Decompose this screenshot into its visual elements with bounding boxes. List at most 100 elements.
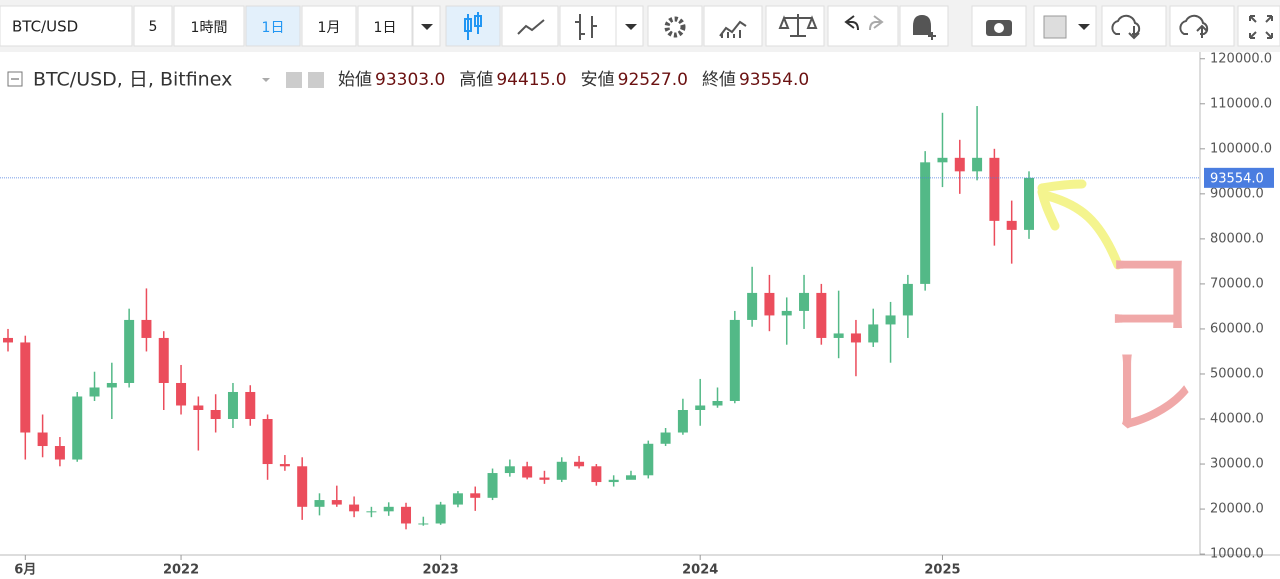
alert-icon bbox=[913, 14, 936, 40]
candle-body bbox=[625, 475, 636, 480]
candle-body bbox=[89, 387, 100, 397]
candle-body bbox=[591, 466, 602, 483]
candle-body bbox=[902, 283, 913, 316]
candle-body bbox=[816, 292, 827, 338]
candle-body bbox=[764, 292, 775, 316]
symbol: BTC/USD bbox=[12, 18, 78, 36]
annotation: コレ bbox=[1082, 240, 1199, 440]
x-tick-label: 2025 bbox=[924, 563, 960, 578]
button[interactable] bbox=[301, 5, 357, 47]
candle-body bbox=[141, 319, 152, 338]
legend-label: 高値 bbox=[459, 70, 493, 90]
y-tick-label: 40000.0 bbox=[1210, 412, 1264, 427]
candle-body bbox=[781, 310, 792, 316]
legend-label: 終値 bbox=[702, 70, 736, 90]
button[interactable] bbox=[501, 5, 559, 47]
button-label: 1日 bbox=[262, 20, 285, 36]
candle-body bbox=[124, 319, 135, 383]
legend-label: 始値 bbox=[338, 70, 372, 90]
candle-body bbox=[989, 157, 1000, 221]
candle-body bbox=[972, 157, 983, 172]
candle-body bbox=[504, 466, 515, 474]
candle-body bbox=[712, 400, 723, 406]
last-price-box bbox=[1204, 167, 1274, 188]
button[interactable] bbox=[133, 5, 173, 47]
candle-body bbox=[193, 405, 204, 410]
candle-body bbox=[401, 506, 412, 524]
arrow-annotation bbox=[1037, 179, 1123, 270]
candle-body bbox=[37, 432, 48, 447]
candle-body bbox=[833, 333, 844, 338]
caret bbox=[1078, 24, 1090, 30]
indicator-icon bbox=[719, 20, 747, 38]
y-tick-label: 30000.0 bbox=[1210, 457, 1264, 472]
legend-items: 始値 93303.0 高値 94415.0 安値 92527.0 終値 93554.0 bbox=[338, 70, 809, 90]
x-tick-label: 2022 bbox=[163, 563, 199, 578]
candle-body bbox=[245, 391, 256, 420]
symbol-box[interactable] bbox=[0, 5, 133, 47]
candle-icon bbox=[464, 18, 472, 32]
redo-icon bbox=[869, 15, 884, 31]
button[interactable] bbox=[173, 5, 245, 47]
color-icon bbox=[1043, 15, 1067, 39]
candle-body bbox=[850, 333, 861, 343]
y-tick-label: 70000.0 bbox=[1210, 276, 1264, 291]
y-tick-label: 100000.0 bbox=[1210, 141, 1272, 156]
candle-body bbox=[522, 466, 533, 478]
y-tick-label: 50000.0 bbox=[1210, 366, 1264, 381]
button[interactable] bbox=[357, 5, 413, 47]
candle-body bbox=[349, 504, 360, 512]
candle-body bbox=[452, 493, 463, 505]
upload-icon bbox=[1179, 14, 1209, 38]
gear-icon bbox=[664, 16, 686, 38]
caret bbox=[625, 24, 637, 30]
candle-body bbox=[383, 506, 394, 512]
candle-icon bbox=[474, 15, 482, 27]
x-tick-label: 2024 bbox=[682, 563, 718, 578]
candle-body bbox=[158, 337, 169, 383]
button[interactable] bbox=[1237, 5, 1280, 47]
button[interactable] bbox=[559, 5, 617, 47]
candle-body bbox=[176, 382, 187, 406]
candle-body bbox=[574, 461, 585, 467]
candle-body bbox=[1024, 177, 1034, 230]
compare-icon bbox=[778, 14, 818, 37]
candle-body bbox=[729, 319, 740, 401]
caret bbox=[421, 24, 433, 30]
candle-body bbox=[660, 432, 671, 444]
undo-icon bbox=[844, 15, 859, 31]
legend-value: 93303.0 bbox=[375, 70, 445, 90]
button-label: 1日 bbox=[374, 20, 397, 36]
candle-body bbox=[418, 523, 429, 525]
button[interactable] bbox=[703, 5, 763, 47]
button[interactable] bbox=[647, 5, 703, 47]
last-price-label: 93554.0 bbox=[1210, 171, 1264, 186]
button[interactable] bbox=[827, 5, 899, 47]
toolbar-buttons bbox=[0, 5, 1280, 47]
bars-icon bbox=[575, 14, 597, 40]
candle-body bbox=[366, 511, 377, 513]
candle-body bbox=[556, 461, 567, 480]
button[interactable] bbox=[445, 5, 501, 47]
plot bbox=[0, 106, 1200, 530]
candle-body bbox=[539, 477, 550, 480]
eye-icon[interactable] bbox=[286, 72, 302, 88]
legend-title: BTC/USD, 日, Bitfinex bbox=[33, 69, 232, 91]
candle-body bbox=[3, 337, 13, 343]
candle-body bbox=[435, 504, 446, 524]
toolbar-icons bbox=[421, 12, 1273, 40]
settings-icon[interactable] bbox=[308, 72, 324, 88]
candle-body bbox=[470, 493, 481, 498]
button[interactable] bbox=[245, 5, 301, 47]
button-label: 5 bbox=[149, 19, 158, 35]
line-icon bbox=[517, 19, 545, 35]
y-tick-label: 80000.0 bbox=[1210, 231, 1264, 246]
candle-body bbox=[695, 405, 706, 410]
candle-body bbox=[677, 409, 688, 433]
caret bbox=[262, 78, 270, 82]
y-tick-label: 110000.0 bbox=[1210, 96, 1272, 111]
candle-body bbox=[799, 292, 810, 311]
y-tick-label: 60000.0 bbox=[1210, 321, 1264, 336]
x-tick-label: 6月 bbox=[14, 563, 36, 578]
